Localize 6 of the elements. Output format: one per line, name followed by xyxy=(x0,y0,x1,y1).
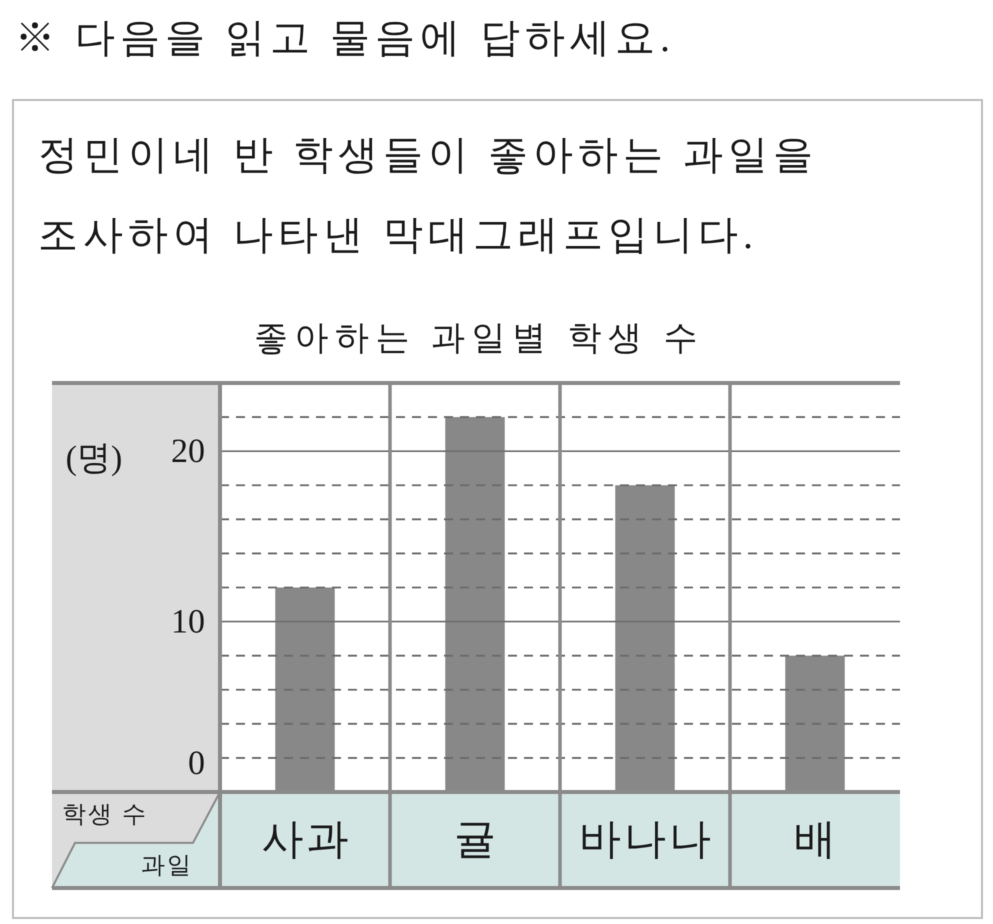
annotation: ※ 다음을 읽고 물음에 답하세요. xyxy=(15,14,675,60)
xlabel: 과일 xyxy=(141,852,193,879)
annotation: (명) xyxy=(66,440,122,476)
annotation: 정민이네 반 학생들이 좋아하는 과일을 조사하여 나타낸 막대그래프입니다. xyxy=(38,131,819,259)
title: 좋아하는 과일별 학생 수 xyxy=(254,320,704,356)
ylabel: 학생 수 xyxy=(62,802,148,828)
